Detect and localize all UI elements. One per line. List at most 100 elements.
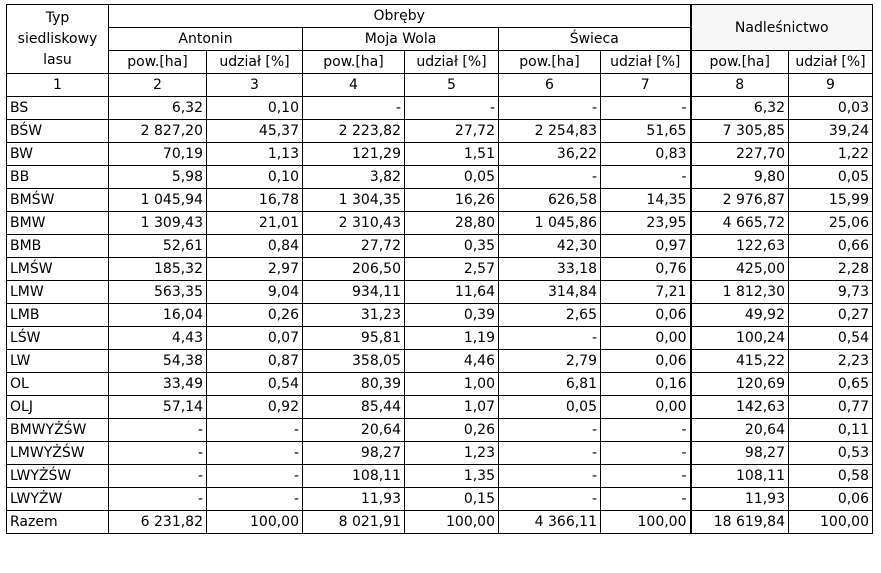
share-cell: 0,39 <box>404 303 499 327</box>
habitat-type-cell: BMB <box>6 234 109 258</box>
area-cell: 11,93 <box>302 487 405 511</box>
table-row: BMW 1 309,43 21,01 2 310,43 28,80 1 045,86 23,… <box>6 211 873 235</box>
share-cell: 2,97 <box>206 257 303 281</box>
share-cell: 0,26 <box>404 418 499 442</box>
share-cell: 4,46 <box>404 349 499 373</box>
table-row: Razem 6 231,82 100,00 8 021,91 100,00 4 366,1… <box>6 510 873 534</box>
share-cell: - <box>600 96 692 120</box>
share-cell: 11,64 <box>404 280 499 304</box>
share-cell: - <box>600 441 692 465</box>
area-cell: 4 366,11 <box>498 510 601 534</box>
column-number: 3 <box>206 73 303 97</box>
area-cell: 1 812,30 <box>690 280 789 304</box>
share-cell: 9,04 <box>206 280 303 304</box>
area-cell: 563,35 <box>108 280 207 304</box>
area-cell: - <box>498 165 601 189</box>
share-cell: 27,72 <box>404 119 499 143</box>
share-cell: 16,26 <box>404 188 499 212</box>
header-udzial: udział [%] <box>600 50 692 74</box>
area-cell: 33,18 <box>498 257 601 281</box>
habitat-type-cell: LMWYŻŚW <box>6 441 109 465</box>
column-number: 8 <box>690 73 789 97</box>
area-cell: 206,50 <box>302 257 405 281</box>
habitat-type-cell: BMW <box>6 211 109 235</box>
column-number: 1 <box>6 73 109 97</box>
area-cell: 42,30 <box>498 234 601 258</box>
share-cell: 0,05 <box>404 165 499 189</box>
area-cell: 6,32 <box>690 96 789 120</box>
share-cell: 100,00 <box>600 510 692 534</box>
area-cell: - <box>498 326 601 350</box>
share-cell: 0,76 <box>600 257 692 281</box>
share-cell: 0,06 <box>600 349 692 373</box>
share-cell: - <box>404 96 499 120</box>
share-cell: 25,06 <box>788 211 873 235</box>
area-cell: 57,14 <box>108 395 207 419</box>
share-cell: - <box>206 464 303 488</box>
forest-habitat-table: Typ siedliskowy lasu Obręby Nadleśnictwo… <box>6 4 873 534</box>
share-cell: 0,10 <box>206 165 303 189</box>
habitat-type-cell: LMŚW <box>6 257 109 281</box>
table-row: LMŚW 185,32 2,97 206,50 2,57 33,18 0,76 425,00 2… <box>6 257 873 281</box>
area-cell: 2,79 <box>498 349 601 373</box>
share-cell: 100,00 <box>404 510 499 534</box>
area-cell: 425,00 <box>690 257 789 281</box>
table-row: BMB 52,61 0,84 27,72 0,35 42,30 0,97 122,63 0,66 <box>6 234 873 258</box>
area-cell: 4,43 <box>108 326 207 350</box>
share-cell: 0,06 <box>788 487 873 511</box>
share-cell: 0,05 <box>788 165 873 189</box>
area-cell: 18 619,84 <box>690 510 789 534</box>
share-cell: 21,01 <box>206 211 303 235</box>
habitat-type-cell: LWYŻŚW <box>6 464 109 488</box>
habitat-type-cell: BMŚW <box>6 188 109 212</box>
area-cell: 2 254,83 <box>498 119 601 143</box>
share-cell: 15,99 <box>788 188 873 212</box>
header-nadlesnictwo: Nadleśnictwo <box>690 4 873 51</box>
share-cell: - <box>600 165 692 189</box>
share-cell: 1,00 <box>404 372 499 396</box>
share-cell: 0,77 <box>788 395 873 419</box>
share-cell: 0,00 <box>600 326 692 350</box>
area-cell: 121,29 <box>302 142 405 166</box>
header-typ-line3: lasu <box>43 51 72 68</box>
area-cell: 85,44 <box>302 395 405 419</box>
table-row: BB 5,98 0,10 3,82 0,05- -9,80 0,05 <box>6 165 873 189</box>
share-cell: 0,06 <box>600 303 692 327</box>
column-number: 4 <box>302 73 405 97</box>
column-number: 2 <box>108 73 207 97</box>
column-number: 5 <box>404 73 499 97</box>
header-moja-wola: Moja Wola <box>302 27 499 51</box>
habitat-type-cell: OLJ <box>6 395 109 419</box>
area-cell: - <box>498 464 601 488</box>
header-pow: pow.[ha] <box>498 50 601 74</box>
area-cell: 934,11 <box>302 280 405 304</box>
area-cell: 52,61 <box>108 234 207 258</box>
area-cell: 31,23 <box>302 303 405 327</box>
table-row: LWYŻŚW - -108,11 1,35- -108,11 0,58 <box>6 464 873 488</box>
table-row: LMW 563,35 9,04 934,11 11,64 314,84 7,21 1 812,… <box>6 280 873 304</box>
share-cell: 0,15 <box>404 487 499 511</box>
table-row: LŚW 4,43 0,07 95,81 1,19-0,00 100,24 0,54 <box>6 326 873 350</box>
area-cell: - <box>108 464 207 488</box>
share-cell: 0,83 <box>600 142 692 166</box>
share-cell: 1,51 <box>404 142 499 166</box>
area-cell: 185,32 <box>108 257 207 281</box>
share-cell: 0,97 <box>600 234 692 258</box>
share-cell: 0,07 <box>206 326 303 350</box>
header-typ-line1: Typ <box>45 9 70 26</box>
table-row: LMB 16,04 0,26 31,23 0,39 2,65 0,06 49,92 0,27 <box>6 303 873 327</box>
habitat-type-cell: LW <box>6 349 109 373</box>
area-cell: 6,81 <box>498 372 601 396</box>
habitat-type-cell: LŚW <box>6 326 109 350</box>
share-cell: 0,27 <box>788 303 873 327</box>
habitat-type-cell: LMB <box>6 303 109 327</box>
table-row: BMWYŻŚW - -20,64 0,26- -20,64 0,11 <box>6 418 873 442</box>
habitat-type-cell: Razem <box>6 510 109 534</box>
share-cell: - <box>600 464 692 488</box>
table-row: BS 6,32 0,10- - - -6,32 0,03 <box>6 96 873 120</box>
area-cell: 33,49 <box>108 372 207 396</box>
area-cell: 20,64 <box>302 418 405 442</box>
share-cell: 0,54 <box>788 326 873 350</box>
header-typ-siedliskowy: Typ siedliskowy lasu <box>6 4 109 74</box>
share-cell: 1,22 <box>788 142 873 166</box>
